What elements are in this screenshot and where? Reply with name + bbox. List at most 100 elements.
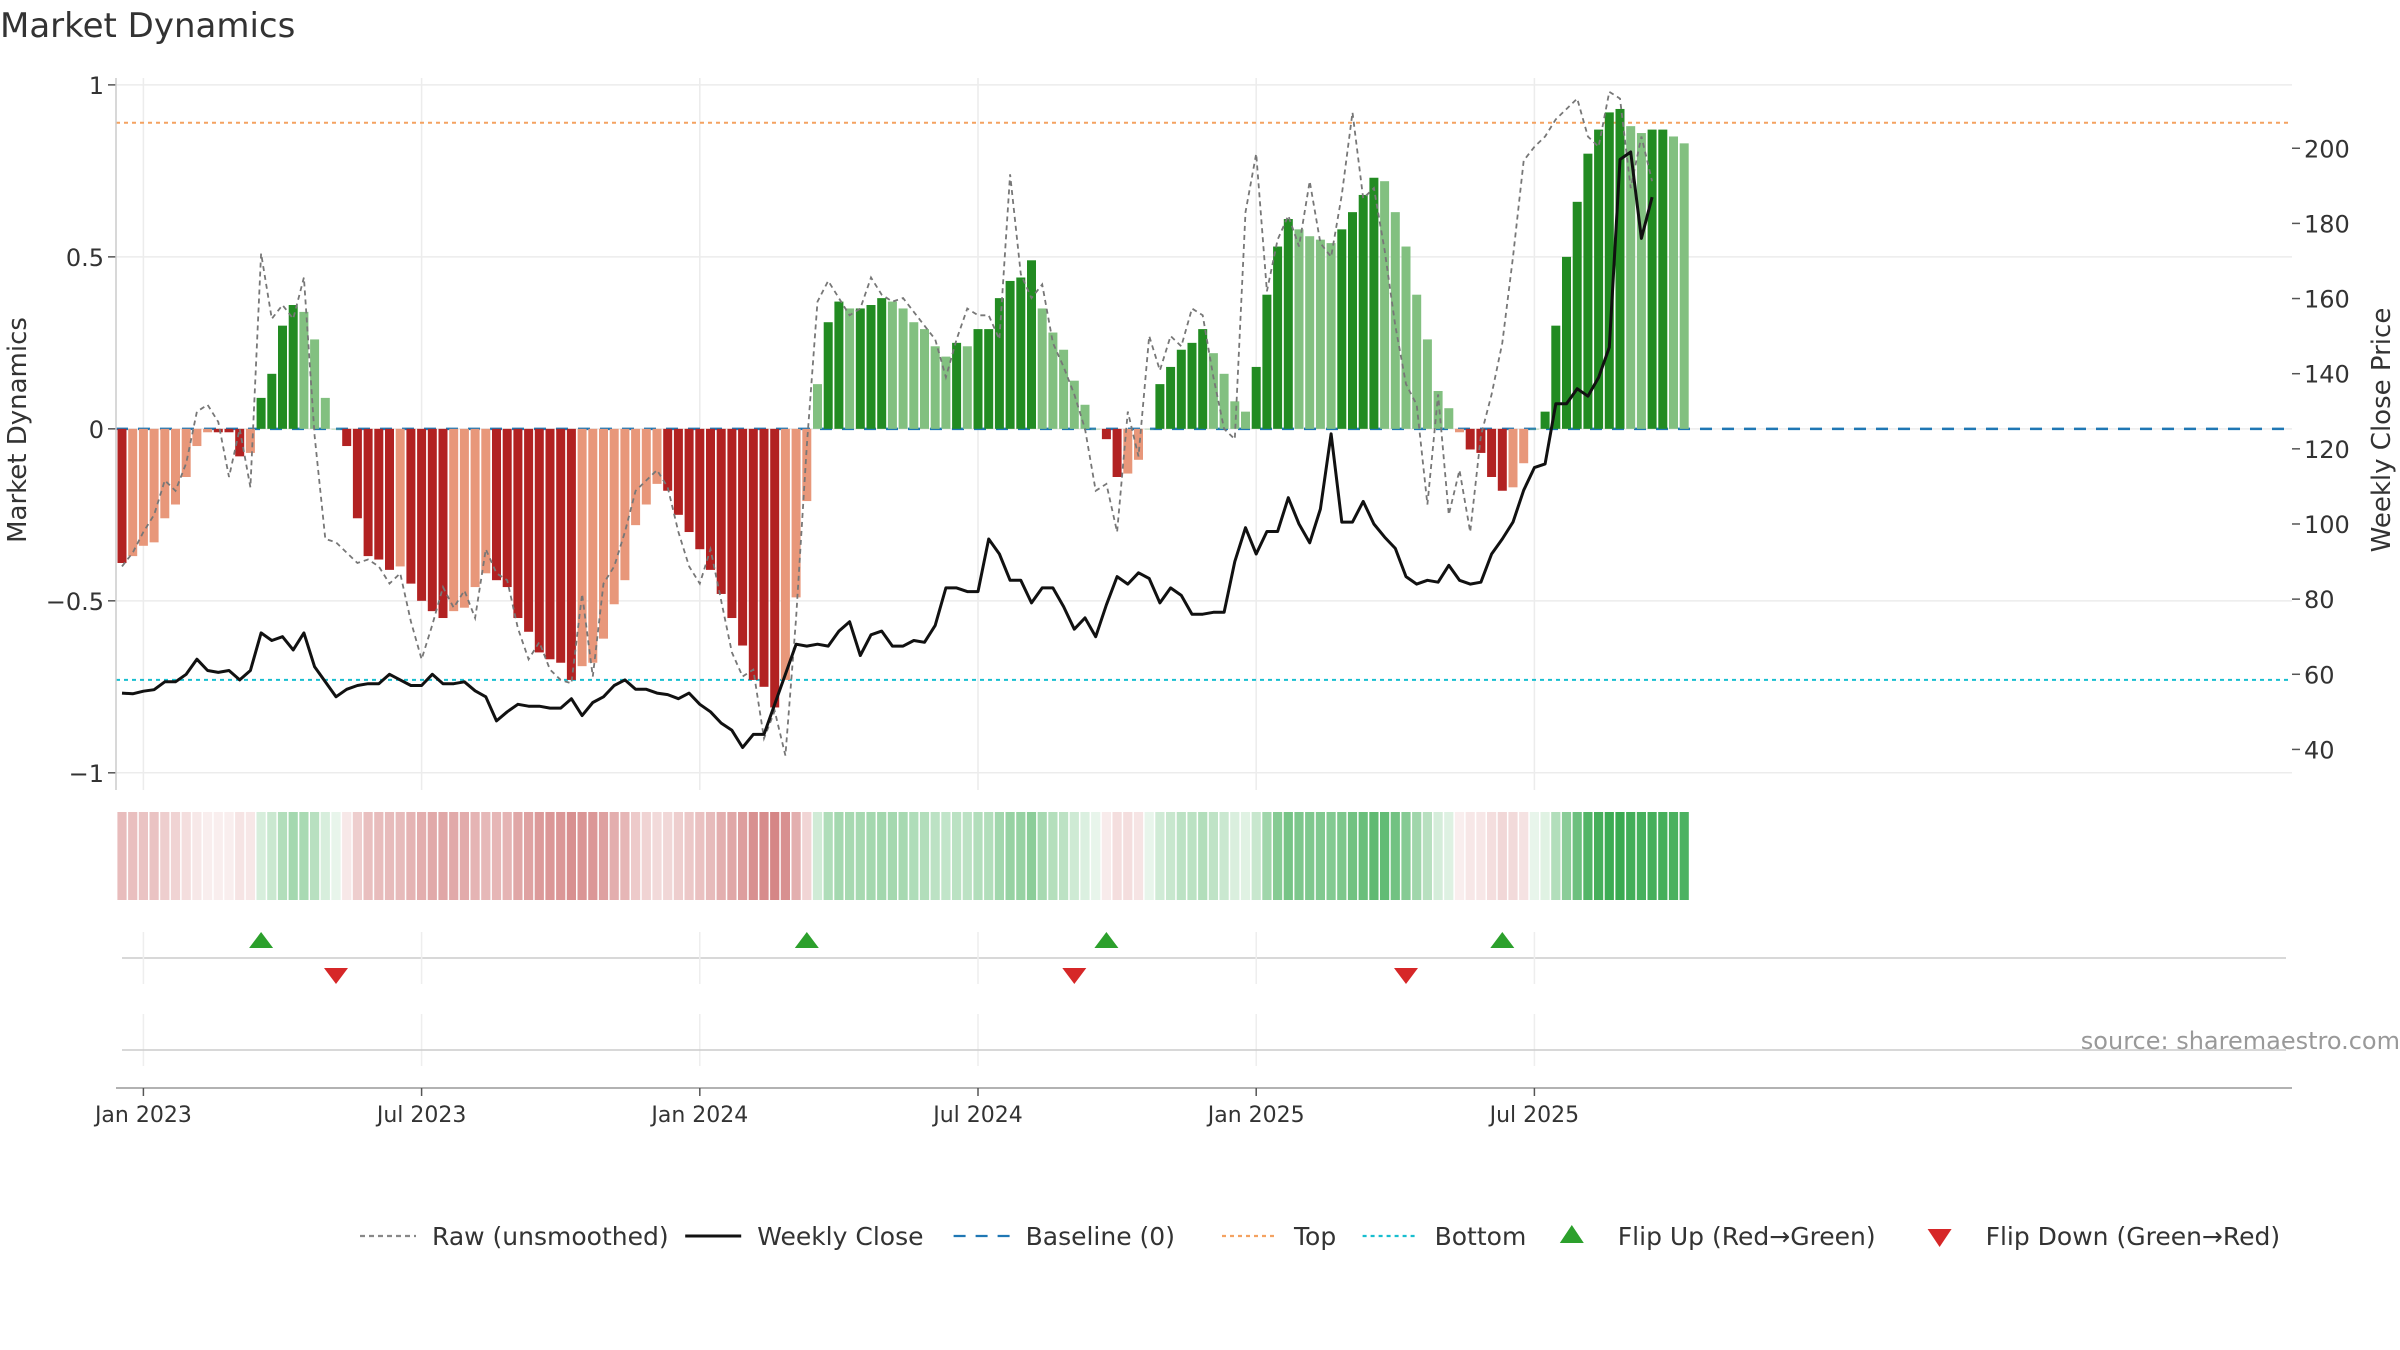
regime-cell (1390, 812, 1400, 900)
dynamics-bar (609, 428, 619, 605)
dynamics-bar (620, 428, 630, 581)
watermark: source: sharemaestro.com (2081, 1027, 2400, 1055)
dynamics-bar (492, 428, 501, 581)
regime-cell (1037, 812, 1047, 900)
y2-tick-label: 140 (2304, 361, 2350, 389)
dynamics-bar (556, 428, 566, 663)
regime-cell (213, 812, 223, 900)
regime-cell (1208, 812, 1218, 900)
regime-cell (1583, 812, 1593, 900)
dynamics-bar (1348, 212, 1357, 429)
regime-cell (984, 812, 994, 900)
dynamics-bar (577, 428, 587, 667)
dynamics-bar (267, 373, 277, 429)
regime-cell (1219, 812, 1229, 900)
dynamics-bar (866, 305, 876, 429)
regime-cell (941, 812, 951, 900)
dynamics-bar (481, 428, 491, 574)
regime-cell (1369, 812, 1379, 900)
regime-strip (117, 812, 1689, 900)
dynamics-bar (1091, 428, 1101, 430)
dynamics-bar (984, 329, 994, 429)
dynamics-bar (1669, 136, 1678, 429)
y-axis-label: Market Dynamics (3, 317, 33, 543)
dynamics-bar (1487, 428, 1497, 477)
dynamics-bar (1540, 411, 1550, 429)
dynamics-bar (1529, 428, 1539, 430)
regime-cell (556, 812, 566, 900)
regime-cell (502, 812, 512, 900)
dynamics-bar (449, 428, 459, 612)
regime-cell (534, 812, 544, 900)
regime-cell (845, 812, 855, 900)
regime-cell (267, 812, 277, 900)
regime-cell (898, 812, 908, 900)
dynamics-bar (652, 428, 662, 484)
regime-cell (1337, 812, 1347, 900)
x-tick-label: Jan 2025 (1206, 1103, 1305, 1128)
regime-cell (652, 812, 662, 900)
regime-cell (491, 812, 502, 900)
dynamics-bar (1315, 239, 1325, 429)
regime-cell (1412, 812, 1422, 900)
regime-cell (577, 812, 587, 900)
regime-cell (203, 812, 213, 900)
regime-cell (855, 812, 865, 900)
regime-cell (417, 812, 427, 900)
flip-down-marker (1394, 968, 1418, 984)
dynamics-bar (117, 428, 127, 563)
regime-cell (310, 812, 320, 900)
dynamics-bar (631, 428, 641, 526)
legend-item: Flip Up (Red→Green) (1559, 1222, 1876, 1251)
regime-cell (770, 812, 780, 900)
regime-cell (1101, 812, 1111, 900)
dynamics-bar (1369, 177, 1379, 429)
regime-cell (812, 812, 823, 900)
regime-cell (1487, 812, 1497, 900)
dynamics-bar (128, 428, 138, 557)
regime-cell (1315, 812, 1325, 900)
dynamics-bar (427, 428, 437, 612)
dynamics-bar (1594, 129, 1604, 429)
regime-cell (930, 812, 940, 900)
legend-item: Top (1222, 1222, 1336, 1251)
regime-cell (1529, 812, 1539, 900)
x-tick-label: Jul 2023 (375, 1103, 467, 1128)
y-tick-label: 0.5 (66, 244, 104, 272)
flip-up-marker (1490, 932, 1515, 948)
dynamics-bar (417, 428, 427, 601)
regime-cell (609, 812, 619, 900)
dynamics-bar (716, 428, 726, 594)
regime-cell (1112, 812, 1122, 900)
dynamics-bar (363, 428, 373, 557)
flip-up-marker (794, 932, 819, 948)
regime-cell (1540, 812, 1550, 900)
dynamics-bar (791, 428, 801, 598)
regime-cell (1422, 812, 1432, 900)
regime-cell (641, 812, 651, 900)
regime-cell (427, 812, 437, 900)
regime-cell (1144, 812, 1154, 900)
flip-markers-panel (122, 932, 2286, 1066)
regime-cell (1497, 812, 1507, 900)
legend-item: Raw (unsmoothed) (360, 1222, 669, 1251)
dynamics-bar (1144, 428, 1154, 430)
dynamics-bar (524, 428, 534, 632)
regime-cell (128, 812, 138, 900)
dynamics-bar (299, 311, 309, 429)
dynamics-bar (1572, 201, 1582, 429)
regime-cell (919, 812, 930, 900)
regime-cell (470, 812, 480, 900)
legend-label: Raw (unsmoothed) (432, 1222, 669, 1251)
dynamics-bar (770, 428, 780, 708)
regime-cell (1465, 812, 1475, 900)
regime-cell (363, 812, 373, 900)
y-tick-label: −1 (69, 760, 104, 788)
dynamics-bar (1497, 428, 1507, 491)
dynamics-bar (192, 428, 202, 447)
regime-cell (384, 812, 395, 900)
dynamics-bar (566, 428, 576, 680)
dynamics-bar (1005, 280, 1015, 429)
regime-cell (170, 812, 181, 900)
dynamics-bar (845, 308, 855, 429)
